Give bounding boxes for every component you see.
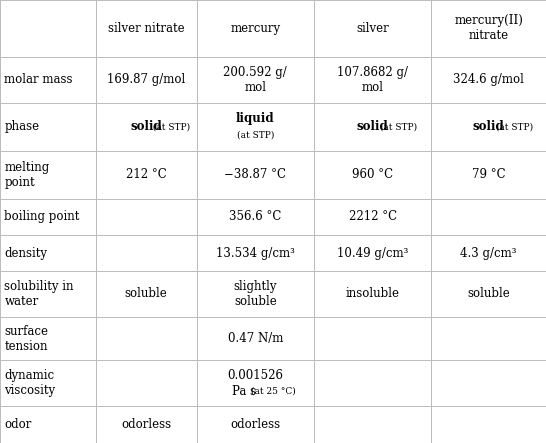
Text: Pa s: Pa s xyxy=(232,385,257,397)
Text: molar mass: molar mass xyxy=(4,73,73,86)
Text: −38.87 °C: −38.87 °C xyxy=(224,168,286,181)
Text: odor: odor xyxy=(4,418,32,431)
Text: mercury: mercury xyxy=(230,22,280,35)
Text: odorless: odorless xyxy=(230,418,280,431)
Text: surface
tension: surface tension xyxy=(4,325,49,353)
Text: phase: phase xyxy=(4,120,39,133)
Text: silver: silver xyxy=(357,22,389,35)
Text: 200.592 g/
mol: 200.592 g/ mol xyxy=(223,66,287,93)
Text: (at STP): (at STP) xyxy=(490,122,533,131)
Text: 960 °C: 960 °C xyxy=(352,168,393,181)
Text: 169.87 g/mol: 169.87 g/mol xyxy=(107,73,185,86)
Text: 0.001526: 0.001526 xyxy=(227,369,283,381)
Text: soluble: soluble xyxy=(124,288,168,300)
Text: density: density xyxy=(4,247,48,260)
Text: (at STP): (at STP) xyxy=(147,122,190,131)
Text: boiling point: boiling point xyxy=(4,210,80,223)
Text: solid: solid xyxy=(130,120,162,133)
Text: 324.6 g/mol: 324.6 g/mol xyxy=(453,73,524,86)
Text: solid: solid xyxy=(357,120,389,133)
Text: (at STP): (at STP) xyxy=(373,122,417,131)
Text: 107.8682 g/
mol: 107.8682 g/ mol xyxy=(337,66,408,93)
Text: 0.47 N/m: 0.47 N/m xyxy=(228,332,283,345)
Text: odorless: odorless xyxy=(121,418,171,431)
Text: (at 25 °C): (at 25 °C) xyxy=(248,387,295,396)
Text: silver nitrate: silver nitrate xyxy=(108,22,185,35)
Text: slightly
soluble: slightly soluble xyxy=(234,280,277,308)
Text: melting
point: melting point xyxy=(4,161,50,189)
Text: 2212 °C: 2212 °C xyxy=(348,210,397,223)
Text: 356.6 °C: 356.6 °C xyxy=(229,210,281,223)
Text: (at STP): (at STP) xyxy=(236,130,274,139)
Text: insoluble: insoluble xyxy=(346,288,400,300)
Text: soluble: soluble xyxy=(467,288,510,300)
Text: 13.534 g/cm³: 13.534 g/cm³ xyxy=(216,247,295,260)
Text: solubility in
water: solubility in water xyxy=(4,280,74,308)
Text: 212 °C: 212 °C xyxy=(126,168,167,181)
Text: dynamic
viscosity: dynamic viscosity xyxy=(4,369,56,397)
Text: liquid: liquid xyxy=(236,112,275,125)
Text: mercury(II)
nitrate: mercury(II) nitrate xyxy=(454,15,523,43)
Text: 4.3 g/cm³: 4.3 g/cm³ xyxy=(460,247,517,260)
Text: 10.49 g/cm³: 10.49 g/cm³ xyxy=(337,247,408,260)
Text: solid: solid xyxy=(473,120,505,133)
Text: 79 °C: 79 °C xyxy=(472,168,506,181)
